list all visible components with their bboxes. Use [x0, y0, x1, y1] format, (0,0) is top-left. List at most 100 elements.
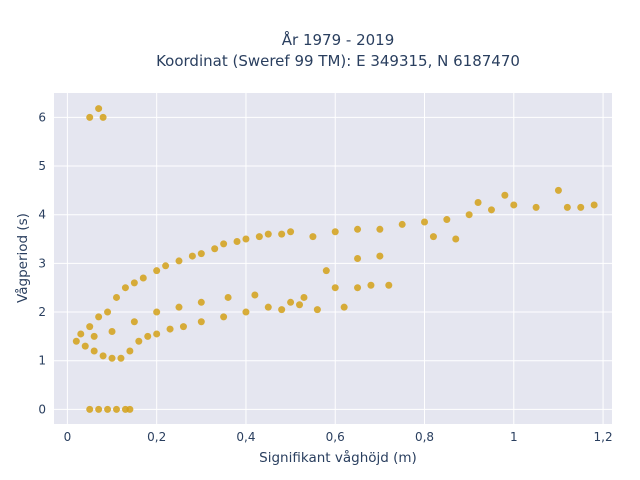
x-tick-label: 0,6	[326, 430, 345, 444]
x-tick-label: 0,8	[415, 430, 434, 444]
data-point	[242, 308, 250, 316]
data-point	[126, 405, 134, 413]
data-point	[264, 303, 272, 311]
y-tick-label: 3	[38, 256, 46, 270]
y-tick-label: 2	[38, 305, 46, 319]
data-point	[153, 267, 161, 275]
data-point	[108, 354, 116, 362]
x-tick-labels: 0 0,2 0,4 0,6 0,8 1 1,2	[64, 430, 613, 444]
data-point	[487, 206, 495, 214]
data-point	[296, 301, 304, 309]
data-point	[367, 281, 375, 289]
data-point	[117, 354, 125, 362]
data-point	[121, 284, 129, 292]
y-tick-label: 5	[38, 159, 46, 173]
data-point	[242, 235, 250, 243]
data-point	[188, 252, 196, 260]
y-tick-labels: 0 1 2 3 4 5 6	[38, 110, 46, 416]
data-point	[108, 328, 116, 336]
data-point	[331, 284, 339, 292]
data-points	[72, 105, 598, 413]
data-point	[376, 252, 384, 260]
data-point	[421, 218, 429, 226]
data-point	[162, 262, 170, 270]
data-point	[86, 405, 94, 413]
data-point	[112, 293, 120, 301]
data-point	[104, 405, 112, 413]
data-point	[331, 228, 339, 236]
data-point	[220, 313, 228, 321]
data-point	[130, 279, 138, 287]
data-point	[251, 291, 259, 299]
data-point	[376, 225, 384, 233]
data-point	[99, 352, 107, 360]
data-point	[153, 330, 161, 338]
grid-lines	[54, 93, 612, 424]
data-point	[510, 201, 518, 209]
data-point	[354, 284, 362, 292]
x-tick-label: 0	[64, 430, 72, 444]
chart-title-line-1: År 1979 - 2019	[282, 30, 395, 49]
data-point	[77, 330, 85, 338]
data-point	[99, 113, 107, 121]
data-point	[153, 308, 161, 316]
chart-title-line-2: Koordinat (Sweref 99 TM): E 349315, N 61…	[156, 52, 520, 70]
data-point	[211, 245, 219, 253]
data-point	[139, 274, 147, 282]
data-point	[322, 267, 330, 275]
x-axis-label: Signifikant våghöjd (m)	[259, 449, 417, 466]
data-point	[474, 199, 482, 207]
data-point	[385, 281, 393, 289]
y-tick-label: 0	[38, 402, 46, 416]
data-point	[95, 105, 103, 113]
y-tick-label: 4	[38, 208, 46, 222]
data-point	[144, 332, 152, 340]
x-tick-label: 1,2	[594, 430, 613, 444]
plot-area	[54, 93, 612, 424]
data-point	[197, 318, 205, 326]
data-point	[175, 257, 183, 265]
y-axis-label: Vågperiod (s)	[14, 213, 31, 303]
data-point	[72, 337, 80, 345]
data-point	[590, 201, 598, 209]
data-point	[278, 306, 286, 314]
data-point	[224, 293, 232, 301]
data-point	[179, 323, 187, 331]
data-point	[95, 405, 103, 413]
y-tick-label: 6	[38, 110, 46, 124]
data-point	[220, 240, 228, 248]
y-tick-label: 1	[38, 354, 46, 368]
data-point	[135, 337, 143, 345]
data-point	[532, 203, 540, 211]
data-point	[233, 237, 241, 245]
data-point	[287, 298, 295, 306]
data-point	[86, 113, 94, 121]
data-point	[398, 220, 406, 228]
data-point	[264, 230, 272, 238]
data-point	[577, 203, 585, 211]
data-point	[465, 211, 473, 219]
data-point	[104, 308, 112, 316]
data-point	[287, 228, 295, 236]
data-point	[112, 405, 120, 413]
data-point	[354, 225, 362, 233]
data-point	[255, 233, 263, 241]
data-point	[197, 298, 205, 306]
data-point	[95, 313, 103, 321]
data-point	[501, 191, 509, 199]
data-point	[130, 318, 138, 326]
data-point	[81, 342, 89, 350]
data-point	[90, 347, 98, 355]
x-tick-label: 0,2	[147, 430, 166, 444]
data-point	[300, 293, 308, 301]
data-point	[90, 332, 98, 340]
data-point	[554, 186, 562, 194]
data-point	[313, 306, 321, 314]
data-point	[197, 250, 205, 258]
data-point	[166, 325, 174, 333]
data-point	[175, 303, 183, 311]
x-tick-label: 0,4	[236, 430, 255, 444]
data-point	[340, 303, 348, 311]
data-point	[443, 216, 451, 224]
